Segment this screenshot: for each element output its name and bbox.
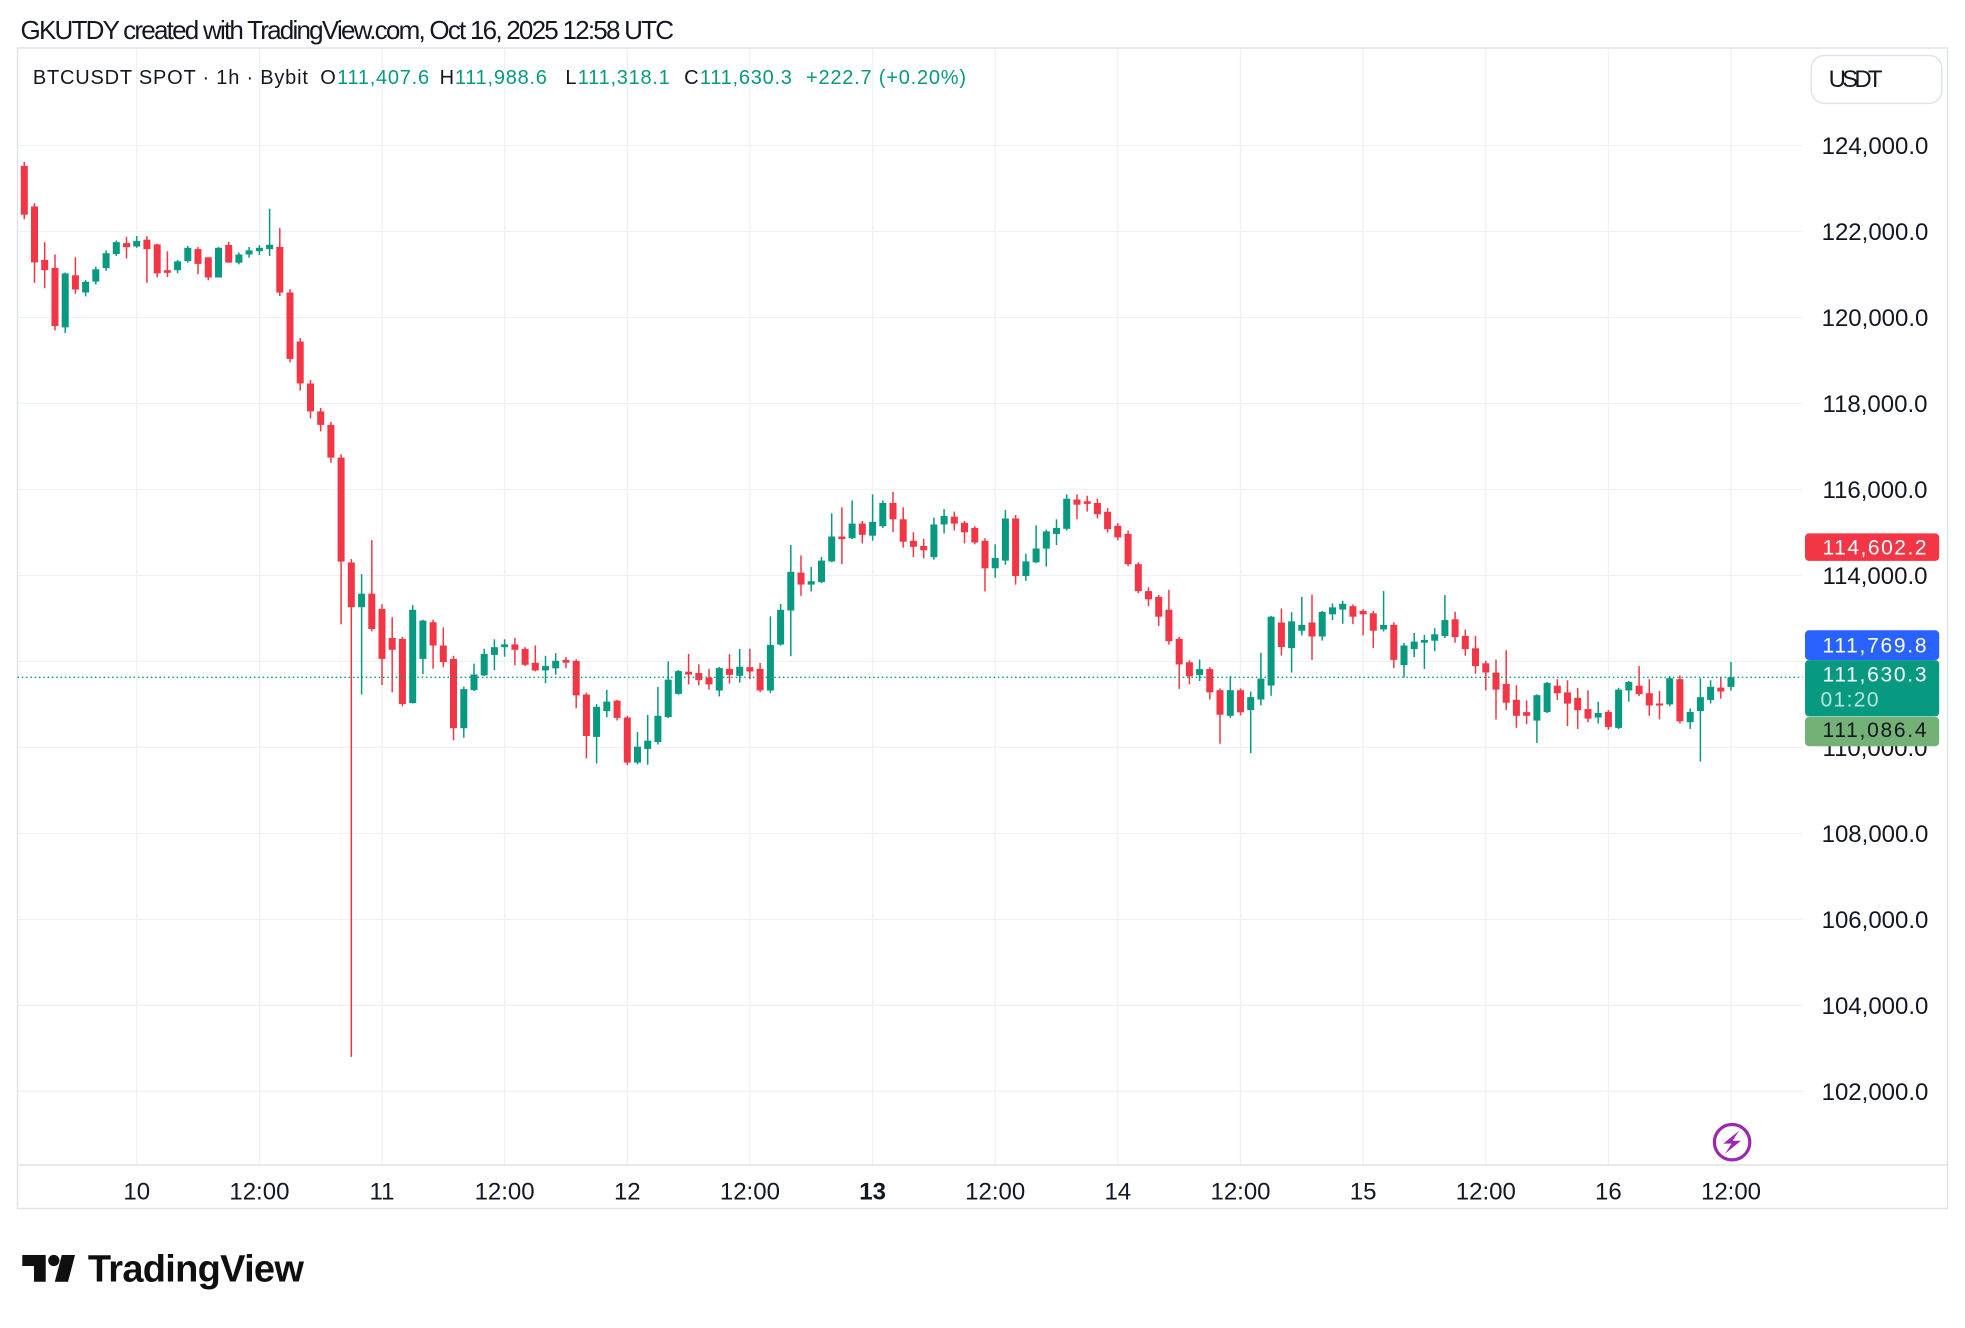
svg-text:114,602.2: 114,602.2 [1823, 537, 1927, 560]
svg-text:111,630.3: 111,630.3 [700, 67, 792, 89]
svg-text:12:00: 12:00 [229, 1179, 289, 1206]
svg-text:114,000.0: 114,000.0 [1823, 563, 1928, 590]
svg-text:120,000.0: 120,000.0 [1822, 305, 1929, 332]
svg-text:15: 15 [1350, 1179, 1377, 1206]
svg-text:GKUTDY created with TradingVie: GKUTDY created with TradingView.com, Oct… [21, 15, 675, 45]
svg-text:111,988.6: 111,988.6 [455, 67, 547, 89]
svg-text:11: 11 [370, 1179, 395, 1206]
svg-text:12:00: 12:00 [475, 1179, 535, 1206]
svg-text:122,000.0: 122,000.0 [1822, 219, 1929, 246]
svg-text:12:00: 12:00 [1456, 1179, 1516, 1206]
svg-text:13: 13 [859, 1179, 886, 1206]
svg-text:118,000.0: 118,000.0 [1823, 391, 1928, 418]
svg-text:111,630.3: 111,630.3 [1823, 664, 1927, 687]
svg-text:12:00: 12:00 [1210, 1179, 1270, 1206]
svg-text:12:00: 12:00 [965, 1179, 1025, 1206]
svg-text:BTCUSDT SPOT · 1h · Bybit: BTCUSDT SPOT · 1h · Bybit [33, 67, 308, 89]
svg-text:16: 16 [1595, 1179, 1622, 1206]
svg-text:124,000.0: 124,000.0 [1822, 133, 1929, 160]
svg-text:106,000.0: 106,000.0 [1822, 907, 1929, 934]
svg-text:TradingView: TradingView [88, 1249, 304, 1291]
svg-text:12:00: 12:00 [720, 1179, 780, 1206]
svg-text:108,000.0: 108,000.0 [1822, 821, 1929, 848]
svg-text:102,000.0: 102,000.0 [1822, 1079, 1929, 1106]
svg-text:104,000.0: 104,000.0 [1822, 993, 1929, 1020]
svg-text:116,000.0: 116,000.0 [1823, 477, 1928, 504]
svg-text:L: L [565, 67, 576, 89]
svg-text:C: C [684, 67, 698, 89]
svg-text:10: 10 [123, 1179, 150, 1206]
svg-text:01:20: 01:20 [1821, 688, 1879, 711]
svg-text:12:00: 12:00 [1701, 1179, 1761, 1206]
svg-text:111,318.1: 111,318.1 [578, 67, 670, 89]
svg-text:USDT: USDT [1829, 66, 1883, 93]
svg-text:O: O [320, 67, 336, 89]
svg-text:14: 14 [1104, 1179, 1131, 1206]
svg-text:111,407.6: 111,407.6 [337, 67, 429, 89]
svg-text:12: 12 [614, 1179, 641, 1206]
svg-text:H: H [440, 67, 454, 89]
svg-text:111,769.8: 111,769.8 [1823, 635, 1927, 658]
svg-text:+222.7 (+0.20%): +222.7 (+0.20%) [806, 67, 966, 89]
svg-text:111,086.4: 111,086.4 [1823, 719, 1927, 742]
